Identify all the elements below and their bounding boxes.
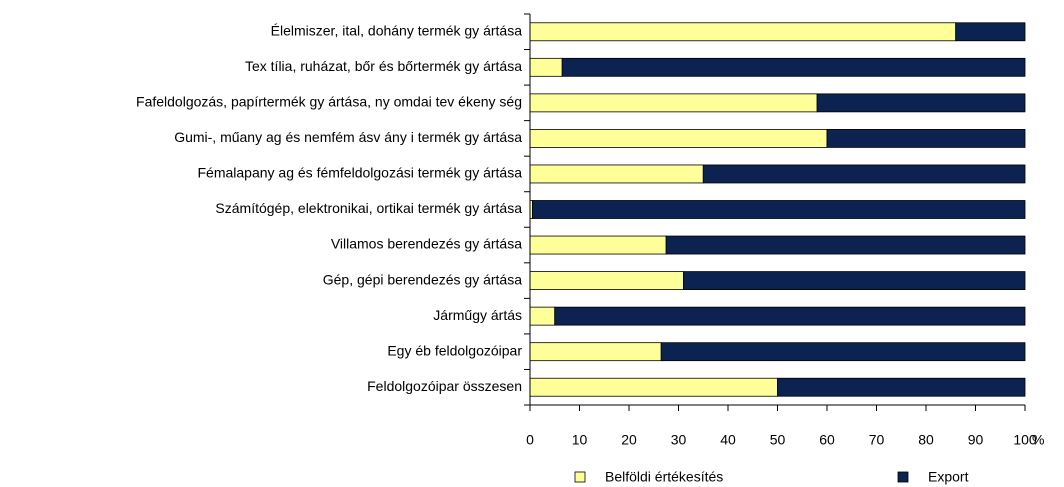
bar-segment — [683, 271, 1026, 290]
bar-segment — [777, 377, 1026, 397]
x-tick-label: 60 — [819, 432, 835, 448]
bar-segment — [561, 57, 1026, 77]
x-tick-label: 0 — [526, 432, 534, 448]
y-tick-label: Villamos berendezés gy ártása — [331, 236, 522, 252]
x-tick-label: 80 — [918, 432, 934, 448]
x-tick-label: 90 — [968, 432, 984, 448]
x-tick-label: 40 — [720, 432, 736, 448]
y-tick-label: Élelmiszer, ital, dohány termék gy ártás… — [271, 22, 523, 38]
y-tick-label: Gumi-, műany ag és nemfém ásv ány i term… — [174, 129, 522, 145]
bar-segment — [816, 93, 1026, 113]
x-tick-label: 50 — [770, 432, 786, 448]
x-tick-label: 10 — [572, 432, 588, 448]
bar-segment — [529, 377, 778, 397]
bar-segment — [554, 306, 1026, 326]
y-tick-label: Fémalapany ag és fémfeldolgozási termék … — [198, 165, 523, 181]
y-tick-label: Egy éb feldolgozóipar — [387, 342, 522, 358]
bar-segment — [529, 57, 563, 77]
bar-segment — [955, 22, 1026, 42]
bar-segment — [702, 164, 1026, 184]
bar-segment — [529, 129, 828, 148]
x-tick-label: 100 — [1013, 432, 1037, 448]
y-tick-label: Feldolgozóipar összesen — [367, 378, 522, 394]
legend-swatch — [897, 471, 909, 483]
bar-segment — [529, 164, 704, 184]
legend-label: Belföldi értékesítés — [605, 469, 723, 485]
legend-label: Export — [928, 469, 969, 485]
x-tick-label: 20 — [621, 432, 637, 448]
bar-segment — [529, 271, 684, 290]
bar-segment — [826, 129, 1026, 148]
bar-segment — [665, 235, 1026, 255]
x-tick-label: 30 — [671, 432, 687, 448]
y-tick-label: Számítógép, elektronikai, ortikai termék… — [215, 200, 522, 216]
x-unit: % — [1032, 432, 1044, 448]
y-tick-label: Járműgy ártás — [433, 307, 522, 323]
bar-segment — [529, 93, 818, 113]
bar-segment — [529, 235, 667, 255]
y-tick-label: Tex tília, ruházat, bőr és bőrtermék gy … — [245, 58, 522, 74]
bar-segment — [529, 22, 957, 42]
legend-swatch — [574, 471, 586, 483]
y-tick-label: Fafeldolgozás, papírtermék gy ártása, ny… — [136, 94, 522, 110]
bar-segment — [660, 342, 1026, 362]
x-tick-label: 70 — [869, 432, 885, 448]
bar-segment — [529, 306, 556, 326]
bar-segment — [532, 200, 1026, 219]
bar-segment — [529, 342, 662, 362]
y-tick-label: Gép, gépi berendezés gy ártása — [323, 271, 522, 287]
